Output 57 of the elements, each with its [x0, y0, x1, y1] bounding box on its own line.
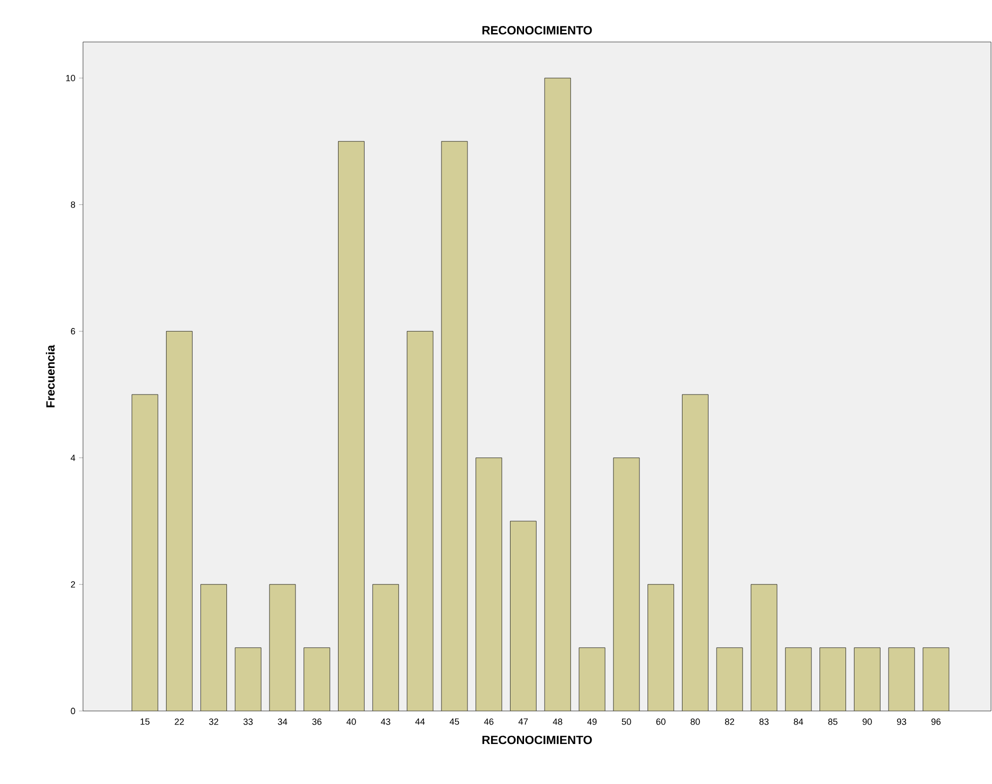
x-tick-label: 44 — [415, 718, 425, 725]
x-axis-title: RECONOCIMIENTO — [482, 736, 592, 744]
x-tick-label: 60 — [656, 718, 666, 725]
x-tick-label: 49 — [587, 718, 597, 725]
y-tick-label: 0 — [70, 708, 76, 714]
bar — [785, 648, 812, 711]
bar — [372, 584, 399, 711]
y-tick-label: 2 — [70, 581, 76, 588]
bar — [648, 584, 674, 711]
x-tick-label: 43 — [380, 718, 390, 725]
y-tick-label: 10 — [66, 74, 76, 82]
bar — [407, 331, 434, 711]
bar — [441, 141, 468, 711]
bar — [200, 584, 227, 711]
y-axis-title: Frecuencia — [46, 344, 55, 408]
bar — [544, 78, 571, 711]
bar — [579, 648, 606, 711]
bar — [751, 584, 778, 711]
y-tick-label: 4 — [70, 454, 76, 461]
bar — [888, 648, 915, 711]
bar — [338, 141, 364, 711]
x-tick-label: 82 — [725, 718, 734, 725]
x-tick-label: 80 — [690, 718, 700, 725]
x-tick-label: 83 — [759, 718, 769, 725]
x-tick-label: 93 — [897, 718, 906, 725]
bar — [476, 458, 502, 711]
x-tick-label: 22 — [174, 718, 184, 725]
x-tick-label: 90 — [862, 718, 872, 725]
bar — [166, 331, 192, 711]
bar — [510, 521, 536, 711]
bar — [613, 458, 640, 711]
bar — [269, 584, 296, 711]
x-tick-label: 34 — [278, 718, 288, 725]
bar — [820, 648, 846, 711]
x-tick-label: 96 — [931, 718, 941, 725]
y-tick-label: 6 — [70, 328, 76, 334]
x-tick-label: 84 — [794, 718, 804, 725]
bar — [716, 648, 743, 711]
bar — [922, 647, 950, 711]
bar — [682, 394, 708, 711]
x-tick-label: 50 — [622, 718, 632, 725]
x-tick-label: 45 — [450, 718, 460, 725]
bar — [854, 648, 880, 711]
bar — [132, 394, 158, 711]
x-tick-label: 32 — [209, 718, 218, 725]
x-tick-label: 15 — [140, 718, 150, 725]
x-tick-label: 47 — [518, 718, 528, 725]
x-tick-label: 48 — [552, 718, 562, 725]
x-tick-label: 36 — [312, 718, 322, 725]
x-tick-label: 40 — [346, 718, 356, 725]
x-tick-label: 33 — [243, 718, 253, 725]
chart-title: RECONOCIMIENTO — [482, 26, 592, 34]
x-tick-label: 85 — [828, 718, 838, 725]
bar — [235, 648, 262, 711]
bar — [304, 648, 330, 711]
y-tick-label: 8 — [70, 201, 76, 208]
x-tick-label: 46 — [484, 718, 494, 725]
